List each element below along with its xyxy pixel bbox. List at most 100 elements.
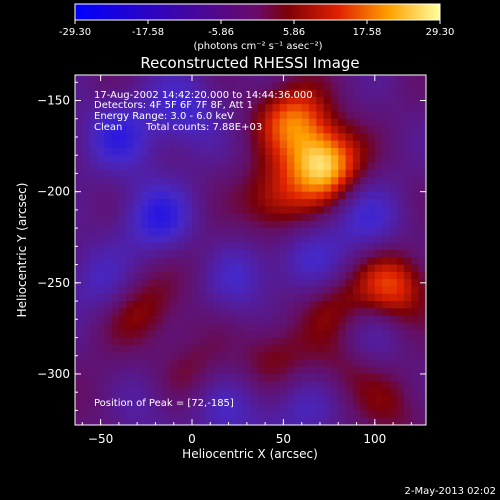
heatmap-cell — [404, 344, 412, 353]
heatmap-cell — [250, 264, 259, 273]
heatmap-cell — [75, 388, 83, 397]
heatmap-cell — [118, 395, 127, 404]
heatmap-cell — [418, 301, 426, 309]
heatmap-cell — [148, 191, 157, 200]
heatmap-cell — [96, 155, 105, 164]
heatmap-cell — [294, 417, 303, 425]
heatmap-cell — [352, 286, 361, 295]
heatmap-cell — [301, 198, 310, 207]
heatmap-cell — [75, 118, 83, 127]
heatmap-cell — [104, 155, 113, 164]
heatmap-cell — [170, 315, 178, 324]
axes: −50 0 50 100−150−200−250−300 — [37, 75, 426, 446]
heatmap-cell — [382, 373, 391, 382]
heatmap-cell — [250, 126, 259, 134]
heatmap-cell — [75, 75, 83, 83]
heatmap-cell — [162, 395, 171, 404]
heatmap-cell — [323, 162, 332, 171]
heatmap-cell — [89, 169, 98, 178]
heatmap-cell — [301, 111, 310, 120]
heatmap-cell — [338, 315, 347, 324]
heatmap-cell — [389, 184, 398, 193]
heatmap-cell — [118, 293, 127, 302]
heatmap-cell — [389, 133, 398, 142]
heatmap-cell — [382, 293, 391, 302]
heatmap-cell — [250, 82, 259, 91]
heatmap-cell — [111, 82, 120, 91]
heatmap-cell — [213, 330, 222, 339]
heatmap-cell — [294, 162, 303, 171]
heatmap-cell — [75, 308, 83, 317]
heatmap-cell — [382, 410, 391, 419]
x-tick-label: 0 — [188, 432, 196, 446]
heatmap-cell — [294, 373, 303, 382]
heatmap-cell — [118, 381, 127, 390]
heatmap-cell — [228, 337, 237, 346]
heatmap-cell — [177, 344, 186, 353]
heatmap-cell — [382, 213, 391, 222]
heatmap-cell — [199, 96, 208, 105]
heatmap-cell — [170, 242, 178, 251]
heatmap-cell — [206, 89, 215, 98]
heatmap-cell — [243, 359, 252, 368]
heatmap-cell — [272, 395, 281, 404]
heatmap-cell — [309, 286, 317, 295]
heatmap-cell — [89, 206, 98, 215]
heatmap-cell — [199, 381, 208, 390]
heatmap-cell — [82, 410, 91, 419]
heatmap-cell — [221, 147, 230, 156]
heatmap-cell — [162, 162, 171, 171]
heatmap-cell — [126, 395, 135, 404]
heatmap-cell — [228, 301, 237, 309]
heatmap-cell — [82, 228, 91, 237]
heatmap-cell — [250, 133, 259, 142]
heatmap-cell — [140, 330, 149, 339]
heatmap-cell — [82, 126, 91, 134]
heatmap-cell — [323, 169, 332, 178]
heatmap-cell — [155, 184, 164, 193]
heatmap-cell — [206, 118, 215, 127]
observation-info: 17-Aug-2002 14:42:20.000 to 14:44:36.000… — [94, 90, 313, 133]
heatmap-cell — [352, 395, 361, 404]
heatmap-cell — [133, 177, 142, 185]
heatmap-cell — [206, 344, 215, 353]
heatmap-cell — [374, 198, 383, 207]
heatmap-cell — [75, 184, 83, 193]
heatmap-cell — [140, 322, 149, 331]
colorbar-tick-label: 29.30 — [426, 27, 455, 38]
heatmap-cell — [367, 301, 376, 309]
heatmap-cell — [287, 169, 295, 178]
heatmap-cell — [411, 315, 420, 324]
heatmap-cell — [367, 395, 376, 404]
heatmap-cell — [75, 301, 83, 309]
heatmap-cell — [243, 417, 252, 425]
heatmap-cell — [287, 308, 295, 317]
heatmap-cell — [250, 366, 259, 375]
heatmap-cell — [235, 352, 244, 360]
heatmap-cell — [411, 366, 420, 375]
heatmap-cell — [235, 315, 244, 324]
heatmap-cell — [170, 111, 178, 120]
heatmap-cell — [301, 322, 310, 331]
heatmap-cell — [316, 381, 325, 390]
heatmap-cell — [411, 337, 420, 346]
heatmap-cell — [126, 286, 135, 295]
heatmap-cell — [155, 126, 164, 134]
heatmap-cell — [170, 177, 178, 185]
heatmap-cell — [294, 96, 303, 105]
heatmap-cell — [140, 381, 149, 390]
heatmap-cell — [133, 286, 142, 295]
heatmap-cell — [133, 75, 142, 83]
heatmap-cell — [367, 82, 376, 91]
heatmap-cell — [404, 403, 412, 412]
heatmap-cell — [287, 373, 295, 382]
heatmap-cell — [104, 126, 113, 134]
heatmap-cell — [323, 140, 332, 149]
heatmap-cell — [418, 403, 426, 412]
heatmap-cell — [213, 104, 222, 113]
heatmap-cell — [118, 147, 127, 156]
heatmap-cell — [118, 322, 127, 331]
heatmap-cell — [272, 250, 281, 258]
heatmap-cell — [352, 279, 361, 288]
heatmap-cell — [140, 133, 149, 142]
